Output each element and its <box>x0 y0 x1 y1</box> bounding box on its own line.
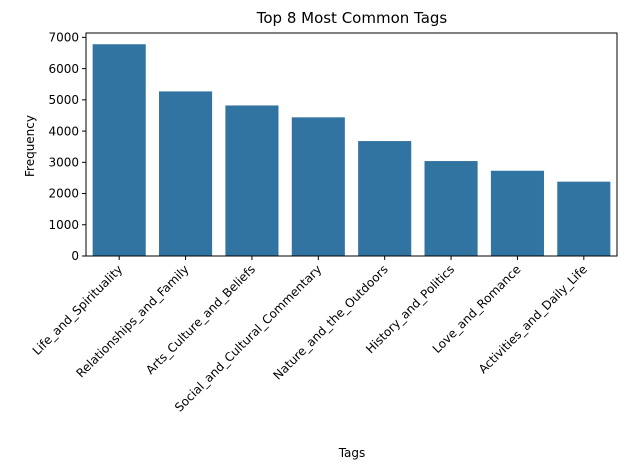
x-tick-label: Nature_and_the_Outdoors <box>270 262 390 382</box>
bar-relationships-and-family <box>159 91 213 257</box>
bar-life-and-spirituality <box>92 44 146 256</box>
y-tick-label: 1000 <box>48 218 79 232</box>
x-axis: Life_and_SpiritualityRelationships_and_F… <box>30 256 590 415</box>
y-axis: 0 1000 2000 3000 4000 5000 6000 7000 <box>48 31 86 263</box>
y-tick-label: 4000 <box>48 124 79 138</box>
y-tick-label: 5000 <box>48 93 79 107</box>
y-tick-label: 0 <box>71 249 79 263</box>
x-tick-label: Relationships_and_Family <box>74 262 192 380</box>
axes-frame <box>85 32 618 257</box>
bars-layer <box>92 44 611 257</box>
plot-frame <box>85 32 618 257</box>
y-tick-label: 2000 <box>48 187 79 201</box>
x-axis-label: Tags <box>338 446 366 460</box>
bar-arts-culture-and-beliefs <box>225 105 279 257</box>
x-tick-label: Social_and_Cultural_Commentary <box>172 262 324 414</box>
chart-title: Top 8 Most Common Tags <box>256 9 448 27</box>
y-tick-label: 3000 <box>48 156 79 170</box>
bar-nature-and-the-outdoors <box>358 141 412 256</box>
bar-social-and-cultural-commentary <box>291 117 345 256</box>
x-tick-label: Activities_and_Daily_Life <box>476 262 590 376</box>
bar-history-and-politics <box>424 161 478 256</box>
y-axis-label: Frequency <box>23 115 37 177</box>
bar-love-and-romance <box>490 170 544 256</box>
x-tick-label: Arts_Culture_and_Beliefs <box>143 262 258 377</box>
y-tick-label: 6000 <box>48 62 79 76</box>
y-tick-label: 7000 <box>48 31 79 45</box>
bar-activities-and-daily-life <box>557 181 611 256</box>
